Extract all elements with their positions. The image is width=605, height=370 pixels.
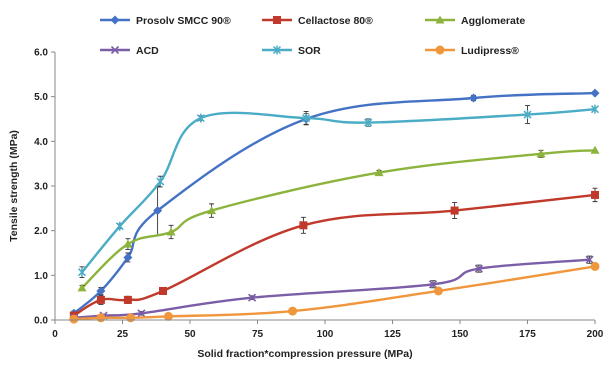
data-point [590, 145, 600, 154]
axes: 0 25 50 75 100 125 150 175 200 0.0 1.0 2.0 3.0 4.0 5.… [34, 48, 604, 341]
x-tick-label: 150 [452, 329, 469, 340]
data-point [364, 118, 373, 128]
y-tick-label: 2.0 [34, 226, 48, 237]
data-point [115, 221, 124, 231]
y-tick-label: 3.0 [34, 182, 48, 193]
data-point [96, 286, 106, 296]
x-tick-label: 75 [252, 329, 264, 340]
data-point [153, 206, 163, 216]
data-point [433, 286, 443, 296]
data-point [590, 104, 600, 114]
data-point [302, 113, 311, 123]
series-line [81, 107, 596, 273]
x-tick-label: 200 [587, 329, 604, 340]
series-3 [69, 255, 594, 322]
data-point [374, 168, 384, 177]
series-line [73, 258, 590, 319]
data-point [137, 309, 146, 318]
data-point [523, 110, 532, 120]
y-tick-label: 0.0 [34, 316, 48, 327]
data-point [123, 295, 132, 304]
data-point [536, 149, 546, 158]
data-point [474, 264, 483, 273]
x-tick-label: 125 [384, 329, 401, 340]
legend-label: Prosolv SMCC 90® [136, 15, 231, 27]
data-point [590, 88, 600, 98]
data-point [207, 206, 217, 215]
data-point [123, 252, 133, 262]
data-point [77, 283, 87, 292]
data-point [96, 295, 105, 304]
x-tick-label: 0 [52, 329, 58, 340]
y-tick-label: 4.0 [34, 137, 48, 148]
data-point [590, 261, 600, 271]
data-point [428, 280, 438, 289]
data-point [585, 255, 594, 264]
series-layer [69, 88, 600, 324]
legend-swatch-marker [273, 16, 281, 24]
legend-item: Agglomerate [425, 15, 525, 27]
legend-swatch-marker [435, 45, 445, 55]
data-point [248, 293, 257, 302]
y-axis-title: Tensile strength (MPa) [8, 130, 20, 242]
data-point [591, 190, 599, 199]
data-point [166, 227, 176, 236]
legend-label: SOR [298, 45, 321, 57]
series-2 [77, 145, 600, 292]
data-point [69, 314, 79, 324]
legend-label: Cellactose 80® [298, 15, 373, 27]
series-line [73, 265, 596, 321]
legend-item: Prosolv SMCC 90® [100, 15, 231, 27]
x-tick-label: 100 [317, 329, 334, 340]
y-tick-label: 6.0 [34, 48, 48, 59]
data-point [299, 221, 308, 230]
legend-label: ACD [136, 45, 159, 57]
legend-item: SOR [262, 45, 321, 57]
data-point [126, 313, 136, 323]
data-point [469, 93, 478, 103]
legend-swatch-marker [110, 15, 120, 25]
x-tick-label: 25 [117, 329, 129, 340]
legend-swatch-marker [110, 45, 120, 55]
data-point [163, 311, 173, 321]
series-4 [77, 104, 600, 279]
data-point [96, 313, 106, 323]
data-point [159, 286, 167, 295]
data-point [450, 206, 459, 215]
legend-swatch-marker [435, 15, 445, 24]
y-ticks: 0.0 1.0 2.0 3.0 4.0 5.0 6.0 [34, 48, 55, 327]
y-tick-label: 1.0 [34, 271, 48, 282]
series-1 [69, 187, 599, 320]
legend-item: Ludipress® [425, 45, 519, 57]
legend-label: Agglomerate [461, 15, 525, 27]
x-axis-title: Solid fraction*compression pressure (MPa… [197, 348, 412, 360]
x-tick-label: 175 [519, 329, 536, 340]
data-point [156, 177, 165, 187]
legend-label: Ludipress® [461, 45, 519, 57]
legend: Prosolv SMCC 90® Cellactose 80® Agglomerat… [100, 15, 525, 57]
series-line [73, 193, 596, 317]
x-ticks: 0 25 50 75 100 125 150 175 200 [52, 320, 604, 340]
data-point [288, 306, 298, 316]
data-point [196, 113, 205, 123]
x-tick-label: 50 [184, 329, 196, 340]
y-tick-label: 5.0 [34, 92, 48, 103]
data-point [77, 267, 87, 277]
legend-item: Cellactose 80® [262, 15, 373, 27]
legend-item: ACD [100, 45, 159, 57]
series-5 [69, 261, 600, 324]
data-point [123, 239, 133, 248]
legend-swatch-marker [272, 45, 282, 55]
